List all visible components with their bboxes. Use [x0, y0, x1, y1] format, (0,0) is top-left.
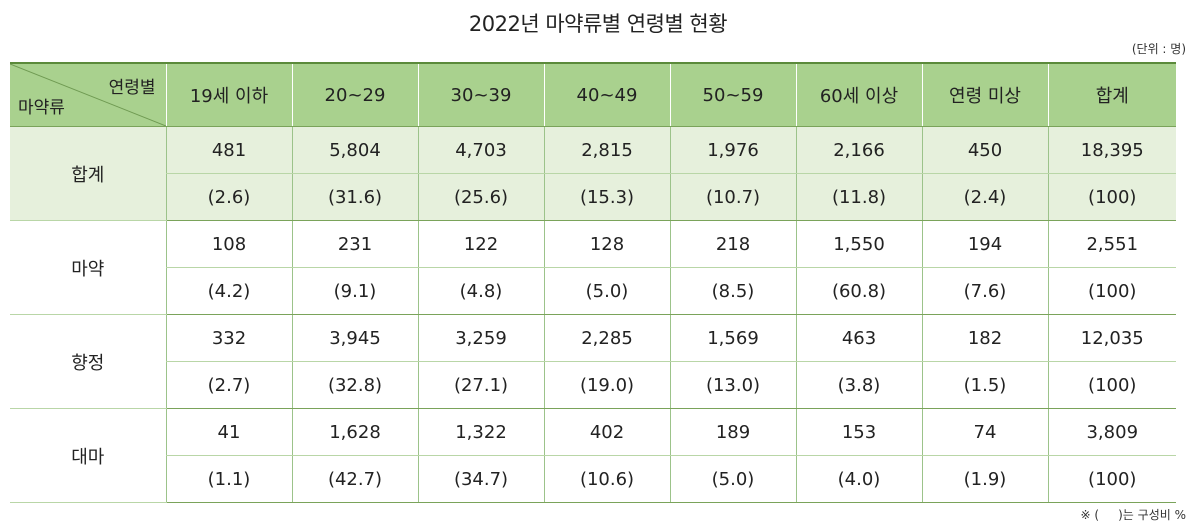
corner-header-cell: 연령별 마약류	[10, 62, 166, 127]
count-cell: 2,815	[543, 126, 670, 174]
ratio-cell: (1.9)	[921, 455, 1048, 503]
row-label: 합계	[10, 126, 166, 221]
table-row-count: 합계 481 5,804 4,703 2,815 1,976 2,166 450 18,395	[10, 126, 1176, 221]
table-row-ratio: (2.6) (31.6) (25.6) (15.3) (10.7) (11.8) (2.4)…	[10, 173, 1176, 221]
ratio-cell: (11.8)	[795, 173, 922, 221]
count-cell: 1,322	[417, 408, 544, 456]
count-cell: 128	[543, 220, 670, 268]
count-cell: 2,551	[1047, 220, 1176, 268]
table-row-ratio: (1.1) (42.7) (34.7) (10.6) (5.0) (4.0) (1.9) (1…	[10, 455, 1176, 503]
count-cell: 481	[165, 126, 292, 174]
ratio-cell: (7.6)	[921, 267, 1048, 315]
corner-label-drug: 마약류	[18, 98, 65, 118]
ratio-cell: (4.0)	[795, 455, 922, 503]
ratio-cell: (100)	[1047, 267, 1176, 315]
count-cell: 3,945	[291, 314, 418, 362]
table-row-count: 향정 332 3,945 3,259 2,285 1,569 463 182 12,035	[10, 314, 1176, 409]
page-title: 2022년 마약류별 연령별 현황	[468, 12, 728, 36]
ratio-cell: (5.0)	[543, 267, 670, 315]
count-cell: 4,703	[417, 126, 544, 174]
column-header: 합계	[1047, 62, 1176, 127]
unit-label: (단위 : 명)	[1131, 42, 1186, 56]
ratio-cell: (2.4)	[921, 173, 1048, 221]
ratio-cell: (5.0)	[669, 455, 796, 503]
ratio-cell: (2.7)	[165, 361, 292, 409]
ratio-cell: (3.8)	[795, 361, 922, 409]
table-row-ratio: (4.2) (9.1) (4.8) (5.0) (8.5) (60.8) (7.6) (100…	[10, 267, 1176, 315]
count-cell: 153	[795, 408, 922, 456]
ratio-cell: (100)	[1047, 455, 1176, 503]
column-header: 연령 미상	[921, 62, 1048, 127]
count-cell: 2,285	[543, 314, 670, 362]
count-cell: 3,809	[1047, 408, 1176, 456]
count-cell: 194	[921, 220, 1048, 268]
corner-label-age: 연령별	[108, 78, 156, 98]
column-header: 20~29	[291, 62, 418, 127]
ratio-cell: (10.6)	[543, 455, 670, 503]
ratio-cell: (10.7)	[669, 173, 796, 221]
ratio-cell: (32.8)	[291, 361, 418, 409]
row-label: 마약	[10, 220, 166, 315]
table-row-count: 대마 41 1,628 1,322 402 189 153 74 3,809	[10, 408, 1176, 503]
ratio-cell: (100)	[1047, 361, 1176, 409]
diagonal-divider	[10, 64, 166, 126]
count-cell: 41	[165, 408, 292, 456]
count-cell: 231	[291, 220, 418, 268]
ratio-cell: (27.1)	[417, 361, 544, 409]
table-row-count: 마약 108 231 122 128 218 1,550 194 2,551	[10, 220, 1176, 315]
count-cell: 332	[165, 314, 292, 362]
ratio-cell: (8.5)	[669, 267, 796, 315]
count-cell: 218	[669, 220, 796, 268]
row-label: 대마	[10, 408, 166, 503]
ratio-cell: (42.7)	[291, 455, 418, 503]
row-label: 향정	[10, 314, 166, 409]
count-cell: 189	[669, 408, 796, 456]
count-cell: 12,035	[1047, 314, 1176, 362]
ratio-cell: (25.6)	[417, 173, 544, 221]
count-cell: 5,804	[291, 126, 418, 174]
ratio-cell: (13.0)	[669, 361, 796, 409]
ratio-cell: (2.6)	[165, 173, 292, 221]
column-header: 50~59	[669, 62, 796, 127]
column-header: 60세 이상	[795, 62, 922, 127]
count-cell: 450	[921, 126, 1048, 174]
ratio-cell: (34.7)	[417, 455, 544, 503]
ratio-cell: (60.8)	[795, 267, 922, 315]
data-table: 연령별 마약류 19세 이하 20~29 30~39 40~49 50~59 60세 이상…	[10, 62, 1176, 503]
ratio-cell: (15.3)	[543, 173, 670, 221]
table-body: 합계 481 5,804 4,703 2,815 1,976 2,166 450 18,395(…	[10, 126, 1176, 503]
ratio-cell: (31.6)	[291, 173, 418, 221]
count-cell: 182	[921, 314, 1048, 362]
table-row-ratio: (2.7) (32.8) (27.1) (19.0) (13.0) (3.8) (1.5)(…	[10, 361, 1176, 409]
count-cell: 108	[165, 220, 292, 268]
count-cell: 1,550	[795, 220, 922, 268]
ratio-cell: (9.1)	[291, 267, 418, 315]
count-cell: 1,976	[669, 126, 796, 174]
header-row: 연령별 마약류 19세 이하 20~29 30~39 40~49 50~59 60세 이상…	[10, 62, 1176, 127]
column-header: 19세 이하	[165, 62, 292, 127]
count-cell: 463	[795, 314, 922, 362]
column-header: 40~49	[543, 62, 670, 127]
count-cell: 74	[921, 408, 1048, 456]
ratio-cell: (1.1)	[165, 455, 292, 503]
ratio-cell: (1.5)	[921, 361, 1048, 409]
ratio-cell: (100)	[1047, 173, 1176, 221]
ratio-cell: (19.0)	[543, 361, 670, 409]
ratio-cell: (4.8)	[417, 267, 544, 315]
count-cell: 18,395	[1047, 126, 1176, 174]
count-cell: 2,166	[795, 126, 922, 174]
count-cell: 1,628	[291, 408, 418, 456]
count-cell: 122	[417, 220, 544, 268]
column-header: 30~39	[417, 62, 544, 127]
ratio-cell: (4.2)	[165, 267, 292, 315]
footnote: ※ ( )는 구성비 %	[1080, 508, 1187, 522]
count-cell: 402	[543, 408, 670, 456]
count-cell: 3,259	[417, 314, 544, 362]
count-cell: 1,569	[669, 314, 796, 362]
